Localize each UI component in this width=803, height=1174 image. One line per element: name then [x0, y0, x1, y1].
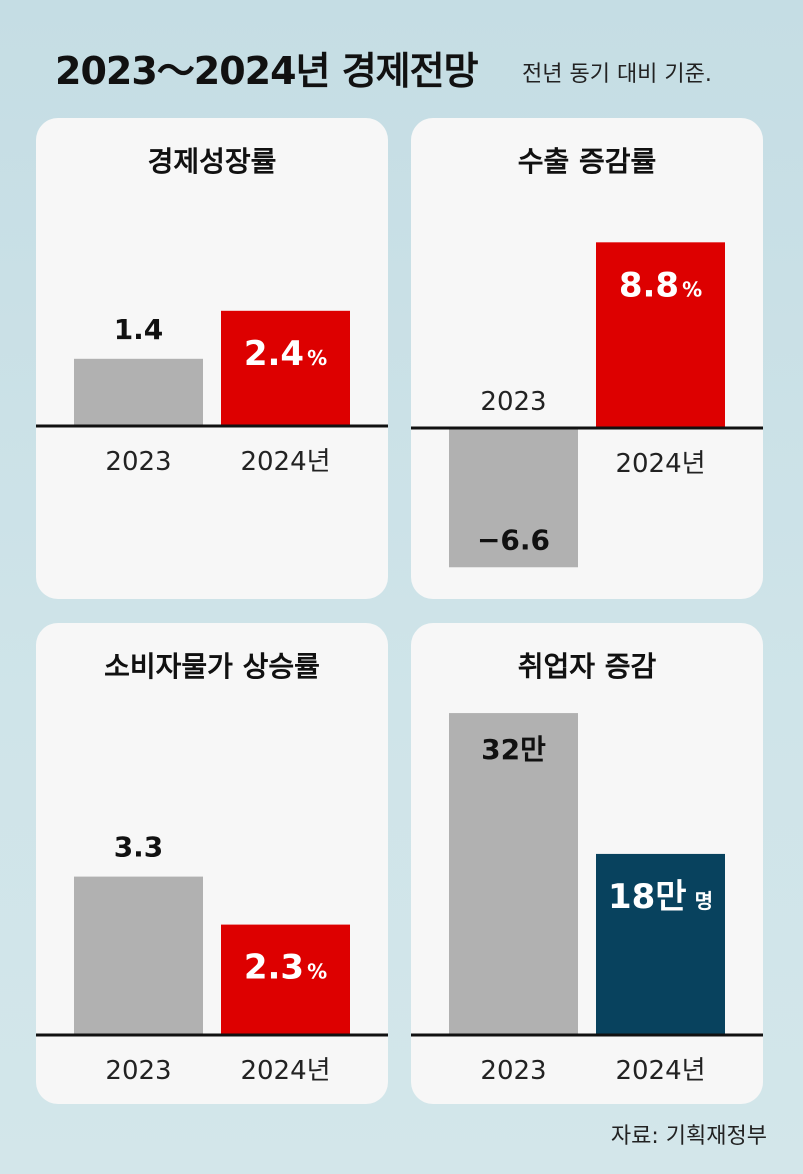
- bar-prev: [74, 358, 203, 426]
- bar-prev: [74, 876, 203, 1035]
- chart-employment: 32만 18만 명 2023 2024년: [411, 713, 763, 1086]
- panel-title: 소비자물가 상승률: [104, 650, 320, 683]
- panel-export-change: 수출 증감률 −6.6 8.8% 2023 2024년: [411, 118, 763, 599]
- category-label: 2023: [105, 1056, 171, 1086]
- panel-employment: 취업자 증감 32만 18만 명 2023 2024년: [411, 623, 763, 1104]
- category-label: 2024년: [240, 447, 330, 477]
- bar-next: [221, 924, 350, 1035]
- page-subtitle: 전년 동기 대비 기준.: [522, 62, 712, 87]
- chart-gdp-growth: 1.4 2.4 % 2023 2024년: [36, 310, 388, 477]
- category-label: 2023: [105, 447, 171, 477]
- data-label: 2.3%: [244, 948, 327, 988]
- data-label: 1.4: [114, 313, 164, 346]
- data-label: 32만: [481, 733, 546, 766]
- panel-title: 수출 증감률: [517, 145, 657, 178]
- data-label: 2.4%: [244, 334, 327, 374]
- category-label: 2023: [480, 1056, 546, 1086]
- data-label: −6.6: [477, 523, 550, 556]
- header: 2023～2024년 경제전망 전년 동기 대비 기준.: [0, 30, 803, 100]
- data-label: 18만 명: [608, 877, 713, 917]
- bar-next: [596, 853, 725, 1035]
- bar-prev: [449, 428, 578, 568]
- page-title: 2023～2024년 경제전망: [55, 49, 479, 93]
- bar-next: [221, 310, 350, 426]
- bar-next: [596, 242, 725, 428]
- bar-prev: [449, 713, 578, 1035]
- category-label: 2024년: [240, 1056, 330, 1086]
- data-label: 8.8%: [619, 265, 702, 305]
- panel-title: 경제성장률: [147, 145, 277, 178]
- panel-cpi: 소비자물가 상승률 3.3 2.3% 2023 2024년: [36, 623, 388, 1104]
- category-label: 2024년: [615, 1056, 705, 1086]
- panel-title: 취업자 증감: [517, 650, 657, 683]
- data-label: 3.3: [114, 831, 164, 864]
- panel-gdp-growth: 경제성장률 1.4 2.4% 2023 2024년: [36, 118, 388, 599]
- category-label: 2024년: [615, 449, 705, 479]
- chart-export-change: −6.6 8.8 % 2023 2024년: [411, 242, 763, 568]
- chart-cpi: 3.3 2.3 % 2023 2024년: [36, 831, 388, 1086]
- category-label: 2023: [480, 387, 546, 417]
- source-note: 자료: 기획재정부: [610, 1124, 767, 1149]
